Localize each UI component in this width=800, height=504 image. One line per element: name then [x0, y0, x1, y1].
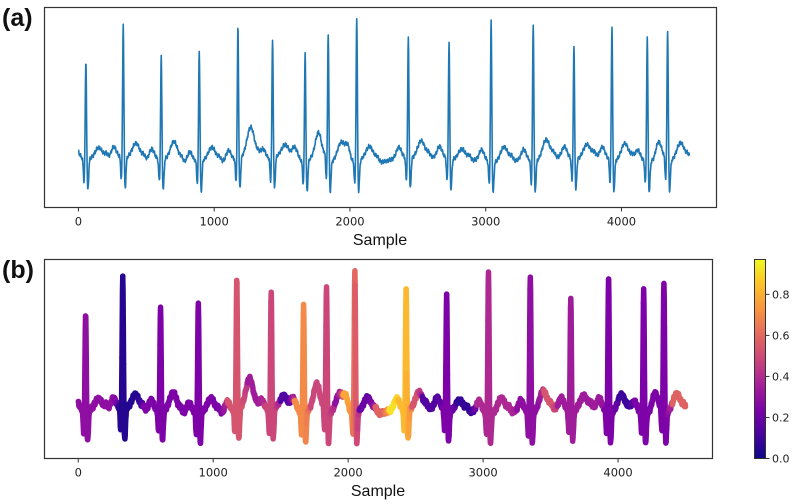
colorbar-tick-label: 0.0	[772, 453, 790, 466]
panel-a-x-ticks: 0 1000 2000 3000 4000	[75, 207, 636, 229]
x-tick-label: 1000	[200, 215, 229, 229]
x-tick-label: 0	[75, 215, 82, 229]
ecg-segment-b	[235, 428, 243, 441]
ecg-segment-b	[487, 428, 494, 447]
ecg-segment-b	[528, 323, 535, 427]
ecg-segment-b	[488, 414, 495, 435]
x-tick-label: 3000	[468, 466, 497, 480]
colorbar-tick-label: 0.6	[772, 329, 790, 342]
ecg-segment-b	[324, 299, 331, 408]
ecg-segment-b	[268, 289, 275, 339]
ecg-segment-b	[661, 324, 669, 426]
ecg-segment-b	[122, 413, 129, 438]
colorbar-gradient	[754, 259, 766, 459]
x-tick-label: 4000	[603, 466, 632, 480]
ecg-line-b-attribution	[75, 267, 689, 447]
x-tick-label: 3000	[471, 215, 500, 229]
panel-b-frame	[43, 258, 714, 460]
ecg-segment-b	[527, 274, 534, 330]
ecg-segment-b	[303, 420, 310, 445]
ecg-segment-b	[270, 419, 277, 440]
ecg-segment-b	[82, 313, 90, 371]
ecg-segment-b	[158, 318, 165, 412]
x-tick-label: 4000	[607, 215, 636, 229]
ecg-segment-b	[608, 414, 615, 441]
panel-a-frame	[43, 6, 718, 209]
ecg-segment-b	[300, 301, 307, 351]
ecg-segment-b	[85, 416, 92, 440]
x-tick-label: 1000	[199, 466, 228, 480]
ecg-segment-b	[660, 280, 668, 331]
ecg-segment-b	[349, 412, 357, 437]
ecg-trace-a	[77, 17, 691, 194]
panel-b-axes: 0 1000 2000 3000 4000 Sample	[43, 258, 714, 500]
ecg-segment-b	[486, 286, 493, 408]
panel-b-xlabel: Sample	[351, 483, 405, 500]
ecg-segment-b	[443, 291, 451, 378]
ecg-line-a	[77, 17, 691, 194]
panel-a-xlabel: Sample	[353, 232, 407, 249]
ecg-segment-b	[352, 282, 359, 406]
panel-a-axes: 0 1000 2000 3000 4000 Sample	[43, 6, 718, 249]
ecg-segment-b	[231, 421, 239, 435]
ecg-segment-b	[567, 295, 575, 343]
ecg-segment-b	[120, 273, 127, 367]
colorbar-tick-label: 0.4	[772, 370, 790, 383]
ecg-segment-b	[663, 421, 670, 445]
ecg-segment-b	[640, 286, 647, 340]
ecg-segment-b	[155, 416, 162, 434]
ecg-segment-b	[325, 429, 332, 447]
ecg-segment-b	[529, 422, 537, 444]
ecg-segment-b	[605, 276, 613, 372]
colorbar-tick-label: 0.2	[772, 411, 790, 424]
panel-label-a: (a)	[2, 4, 33, 32]
ecg-segment-b	[643, 420, 650, 445]
x-tick-label: 0	[75, 466, 82, 480]
colorbar-ticks: 0.0 0.2 0.4 0.6 0.8	[765, 288, 790, 466]
ecg-segment-b	[483, 415, 490, 437]
ecg-segment-b	[195, 300, 202, 347]
x-tick-label: 2000	[335, 215, 364, 229]
ecg-segment-b	[570, 420, 577, 441]
ecg-segment-b	[159, 424, 167, 443]
panel-label-b: (b)	[2, 256, 34, 284]
ecg-segment-b	[681, 401, 689, 410]
colorbar: 0.0 0.2 0.4 0.6 0.8	[754, 259, 790, 466]
ecg-segment-b	[603, 423, 610, 437]
x-tick-label: 2000	[333, 466, 362, 480]
ecg-segment-b	[403, 286, 410, 377]
colorbar-tick-label: 0.8	[772, 288, 790, 301]
panel-b-x-ticks: 0 1000 2000 3000 4000	[75, 458, 633, 480]
ecg-segment-b	[234, 280, 241, 388]
